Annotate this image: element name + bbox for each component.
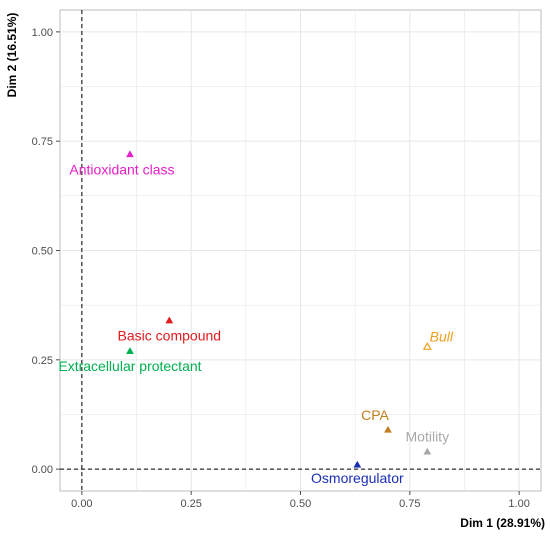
x-tick-label: 0.50 [290, 498, 311, 510]
point-marker-cpa [384, 425, 392, 433]
y-tick-label: 0.50 [32, 246, 53, 258]
axis-ticks: 0.00 0.25 0.50 0.75 1.00 0.00 0.25 0.50 0.75 1.00 [32, 27, 530, 510]
y-axis-title: Dim 2 (16.51%) [5, 13, 19, 98]
x-axis-title: Dim 1 (28.91%) [460, 516, 545, 530]
point-label-bull: Bull [430, 329, 454, 345]
y-tick-label: 1.00 [32, 27, 53, 39]
reference-lines [60, 10, 541, 491]
x-tick-label: 0.75 [399, 498, 420, 510]
x-tick-label: 0.25 [180, 498, 201, 510]
y-tick-label: 0.75 [32, 136, 53, 148]
x-tick-label: 1.00 [508, 498, 529, 510]
point-label-basic-compound: Basic compound [118, 327, 222, 343]
point-marker-basic-compound [165, 316, 174, 324]
y-tick-label: 0.00 [32, 464, 53, 476]
point-marker-antioxidant-class [126, 150, 134, 158]
data-points: Antioxidant class Basic compound Extracell… [58, 150, 454, 486]
x-tick-label: 0.00 [71, 498, 92, 510]
point-label-cpa: CPA [361, 407, 389, 423]
point-label-motility: Motility [406, 429, 450, 445]
point-label-osmoregulator: Osmoregulator [311, 470, 404, 486]
point-marker-extracellular-protectant [126, 347, 134, 354]
y-tick-label: 0.25 [32, 355, 53, 367]
point-label-antioxidant-class: Antioxidant class [69, 161, 174, 177]
point-marker-motility [423, 447, 432, 455]
point-marker-osmoregulator [353, 460, 362, 468]
point-marker-bull [422, 341, 432, 350]
point-label-extracellular-protectant: Extracellular protectant [58, 358, 201, 374]
